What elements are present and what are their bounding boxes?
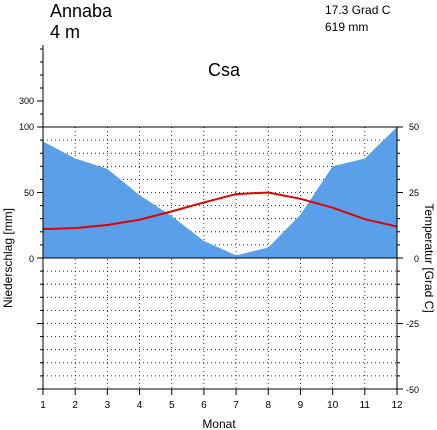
x-tick-label: 3 [105,400,111,411]
right-tick-label: -25 [406,319,419,329]
grid-layer [43,127,397,389]
station-name: Annaba [50,1,113,21]
x-tick-label: 2 [72,400,78,411]
left-tick-label: 100 [19,122,34,132]
x-tick-label: 6 [201,400,207,411]
right-tick-label: 0 [414,254,419,264]
x-axis-label: Monat [202,417,236,430]
station-elevation: 4 m [50,22,80,42]
left-tick-label: 50 [24,188,34,198]
x-tick-label: 7 [233,400,239,411]
x-tick-label: 5 [169,400,175,411]
climate-class: Csa [208,60,241,80]
left-tick-labels: 300 100 50 0 [19,96,34,264]
x-tick-label: 10 [327,400,339,411]
x-tick-label: 1 [40,400,46,411]
x-tick-labels: 1 2 3 4 5 6 7 8 9 10 11 12 [40,400,403,411]
right-tick-label: 50 [409,122,419,132]
temperature-line [42,191,398,231]
precipitation-area [43,127,397,258]
x-tick-label: 4 [137,400,143,411]
series-layer [42,127,398,258]
x-tick-label: 12 [391,400,403,411]
left-tick-label: 300 [19,96,34,106]
x-tick-label: 8 [265,400,271,411]
right-axis-label: Temperatur [Grad C] [422,203,436,312]
left-axis-label: Niederschlag [mm] [1,208,15,308]
annual-temperature: 17.3 Grad C [325,3,391,17]
tick-layer [37,48,403,395]
annual-precipitation: 619 mm [325,20,368,34]
x-tick-label: 9 [298,400,304,411]
right-tick-label: -50 [406,385,419,395]
right-tick-labels: 50 25 0 -25 -50 [406,122,419,395]
x-tick-label: 11 [360,400,371,411]
left-tick-label: 0 [29,254,34,264]
right-tick-label: 25 [409,188,419,198]
